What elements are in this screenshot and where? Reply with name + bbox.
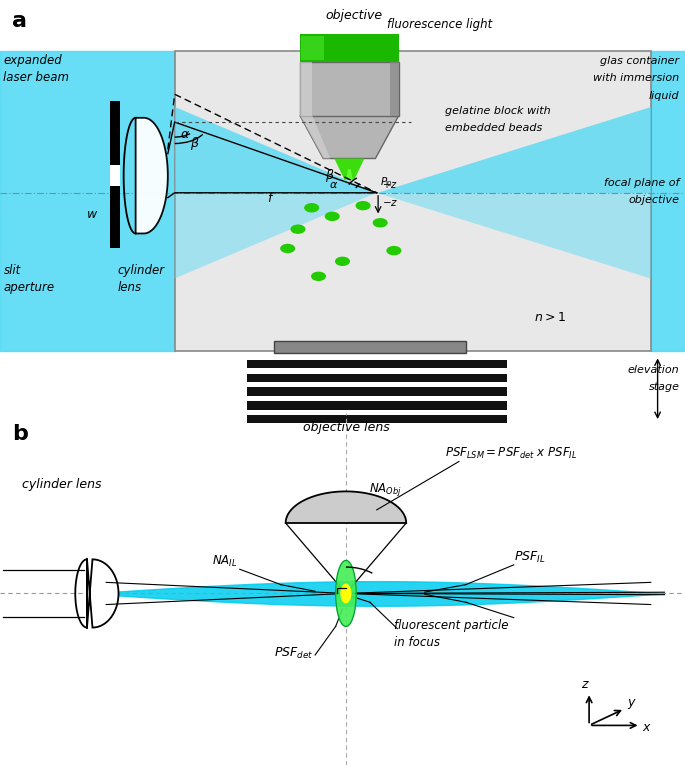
Polygon shape [286, 491, 406, 523]
Text: $\beta$: $\beta$ [190, 135, 199, 152]
Polygon shape [175, 193, 377, 278]
Text: objective: objective [629, 196, 680, 206]
Polygon shape [136, 118, 168, 233]
Text: gelatine block with: gelatine block with [445, 106, 551, 116]
FancyBboxPatch shape [247, 360, 507, 369]
FancyBboxPatch shape [110, 101, 120, 165]
Text: $P_0$: $P_0$ [380, 175, 393, 189]
Text: fluorescence light: fluorescence light [387, 18, 493, 31]
Text: fluorescent particle: fluorescent particle [394, 619, 508, 632]
Text: $NA_{Obj}$: $NA_{Obj}$ [369, 481, 401, 498]
Text: z: z [581, 678, 587, 691]
Text: liquid: liquid [649, 90, 680, 100]
Text: objective: objective [325, 9, 382, 22]
Text: with immersion: with immersion [593, 73, 680, 83]
Text: aperture: aperture [3, 282, 55, 295]
Text: glas container: glas container [600, 57, 680, 67]
FancyBboxPatch shape [247, 415, 507, 423]
Text: y: y [627, 696, 635, 709]
Text: $\alpha$: $\alpha$ [180, 129, 190, 142]
Text: $PSF_{det}$: $PSF_{det}$ [274, 646, 313, 661]
Polygon shape [300, 116, 330, 158]
Circle shape [311, 272, 326, 281]
Text: $f$: $f$ [267, 191, 275, 205]
FancyBboxPatch shape [110, 184, 120, 249]
FancyBboxPatch shape [274, 340, 466, 353]
Text: $PSF_{LSM}= PSF_{det}$ x $PSF_{IL}$: $PSF_{LSM}= PSF_{det}$ x $PSF_{IL}$ [445, 446, 577, 461]
Circle shape [280, 244, 295, 253]
Polygon shape [336, 561, 356, 627]
FancyBboxPatch shape [247, 401, 507, 409]
Text: $\alpha$: $\alpha$ [329, 180, 338, 190]
Text: focal plane of: focal plane of [604, 178, 680, 188]
Text: $-z$: $-z$ [382, 197, 399, 207]
Text: b: b [12, 424, 28, 444]
Circle shape [335, 256, 350, 266]
Text: elevation: elevation [628, 365, 680, 375]
Text: laser beam: laser beam [3, 71, 69, 84]
Text: $NA_{IL}$: $NA_{IL}$ [212, 554, 238, 569]
Text: $+z$: $+z$ [382, 179, 398, 190]
Polygon shape [334, 158, 364, 180]
Text: slit: slit [3, 264, 21, 277]
FancyBboxPatch shape [247, 387, 507, 396]
Circle shape [356, 201, 371, 210]
Polygon shape [341, 584, 351, 603]
Text: expanded: expanded [3, 54, 62, 67]
Polygon shape [175, 107, 377, 193]
Circle shape [373, 218, 388, 227]
Circle shape [325, 212, 340, 221]
Circle shape [304, 203, 319, 213]
FancyBboxPatch shape [247, 373, 507, 382]
Polygon shape [390, 62, 399, 116]
Text: $\beta$: $\beta$ [325, 167, 335, 184]
Polygon shape [377, 107, 651, 193]
Text: in focus: in focus [394, 636, 440, 649]
Polygon shape [301, 37, 324, 60]
Text: embedded beads: embedded beads [445, 122, 543, 132]
Polygon shape [300, 62, 399, 116]
Text: x: x [643, 721, 650, 734]
Text: lens: lens [118, 282, 142, 295]
Text: cylinder lens: cylinder lens [22, 478, 101, 491]
Polygon shape [87, 559, 119, 627]
FancyBboxPatch shape [110, 165, 120, 187]
Text: $PSF_{IL}$: $PSF_{IL}$ [514, 549, 545, 565]
FancyBboxPatch shape [175, 51, 651, 351]
Text: $n > 1$: $n > 1$ [534, 311, 566, 324]
Circle shape [290, 224, 306, 234]
Text: objective lens: objective lens [303, 421, 389, 434]
Polygon shape [300, 116, 399, 158]
Text: $w$: $w$ [86, 209, 98, 222]
Text: cylinder: cylinder [118, 264, 165, 277]
Polygon shape [300, 34, 399, 62]
Polygon shape [346, 169, 353, 180]
Text: a: a [12, 11, 27, 31]
Circle shape [386, 246, 401, 256]
Polygon shape [300, 62, 312, 116]
Polygon shape [377, 193, 651, 278]
Text: stage: stage [649, 382, 680, 392]
